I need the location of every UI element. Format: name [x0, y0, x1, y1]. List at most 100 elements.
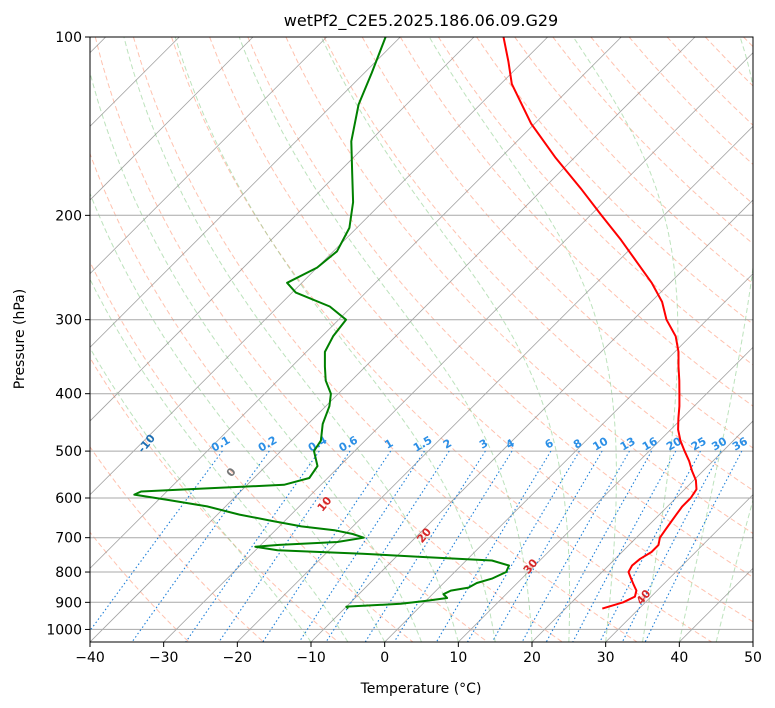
mixing-ratio-label: 6 — [543, 436, 556, 451]
mixing-ratio-line — [90, 450, 223, 632]
dry-adiabat-line — [132, 37, 638, 642]
chart-title: wetPf2_C2E5.2025.186.06.09.G29 — [284, 11, 558, 31]
mixing-ratio-line — [491, 450, 603, 642]
isotherm-line — [90, 37, 254, 201]
dry-adiabat-label: 30 — [521, 556, 541, 576]
y-tick-label: 300 — [55, 313, 82, 329]
series-lines — [133, 37, 698, 610]
isotherm-line — [384, 273, 753, 642]
dry-adiabat-line — [476, 37, 753, 325]
dewpoint-profile-line — [133, 37, 510, 610]
y-tick-label: 100 — [55, 30, 82, 46]
moist-adiabat-line — [572, 37, 679, 642]
dry-adiabat-line — [90, 356, 339, 642]
dry-adiabat-line — [90, 446, 264, 642]
dry-adiabat-line — [514, 37, 753, 285]
dry-adiabat-line — [743, 37, 753, 48]
dry-adiabat-line — [90, 152, 488, 642]
x-axis-label: Temperature (°C) — [360, 681, 482, 697]
dry-adiabat-line — [323, 37, 753, 491]
mixing-ratio-label: 2 — [441, 437, 454, 452]
isotherm-line — [90, 37, 475, 422]
mixing-ratio-line — [262, 450, 392, 642]
dry-adiabat-label: 20 — [414, 525, 434, 545]
moist-adiabat-line — [715, 497, 753, 642]
isotherm-line — [163, 52, 753, 642]
mixing-ratio-line — [218, 450, 351, 642]
temperature-profile-line — [502, 37, 698, 610]
background-lines — [90, 37, 753, 642]
isotherm-line — [90, 37, 548, 496]
dry-adiabat-label: -30 — [0, 366, 1, 390]
dry-adiabat-label: -10 — [135, 432, 158, 456]
x-tick-label: 0 — [380, 650, 389, 666]
x-axis: −40 −30 −20 −10 0 10 20 30 40 50 — [75, 642, 762, 666]
dry-adiabat-line — [90, 260, 414, 642]
y-tick-label: 600 — [55, 491, 82, 507]
isotherm-line — [90, 37, 696, 642]
dry-adiabat-line — [90, 531, 190, 642]
isotherm-line — [310, 199, 753, 642]
y-axis-label: Pressure (hPa) — [12, 289, 28, 389]
isotherm-line — [605, 494, 753, 642]
mixing-ratio-line — [644, 450, 743, 642]
moist-adiabat-line — [174, 37, 496, 642]
x-tick-label: −20 — [223, 650, 253, 666]
mixing-ratio-label: 1 — [382, 437, 395, 452]
mixing-ratio-line — [435, 450, 552, 642]
moist-adiabat-line — [90, 192, 386, 642]
dry-adiabat-line — [171, 37, 712, 642]
dry-adiabat-line — [94, 37, 563, 642]
plot-frame — [89, 36, 754, 643]
dry-adiabat-line — [247, 37, 753, 578]
mixing-ratio-line — [521, 450, 630, 642]
x-tick-label: 20 — [523, 650, 541, 666]
moist-adiabat-line — [238, 37, 533, 642]
moist-adiabat-line — [428, 37, 617, 642]
mixing-ratio-line — [393, 450, 513, 642]
isotherm-line — [531, 420, 753, 642]
dry-adiabat-line — [399, 37, 753, 407]
moist-adiabat-line — [90, 347, 312, 642]
y-tick-label: 900 — [55, 595, 82, 611]
mixing-ratio-line — [298, 450, 425, 642]
x-tick-label: 10 — [449, 650, 467, 666]
x-tick-label: −30 — [149, 650, 179, 666]
mixing-ratio-line — [545, 450, 653, 642]
y-tick-label: 200 — [55, 208, 82, 224]
mixing-ratio-line — [621, 450, 722, 642]
mixing-ratio-line — [467, 450, 580, 642]
isotherm-line — [90, 37, 622, 569]
x-tick-label: 50 — [744, 650, 762, 666]
y-tick-label: 400 — [55, 387, 82, 403]
y-tick-label: 800 — [55, 565, 82, 581]
dry-adiabat-line — [209, 37, 753, 623]
x-tick-label: 40 — [670, 650, 688, 666]
mixing-ratio-line — [572, 450, 677, 642]
mixing-ratio-label: 4 — [504, 436, 517, 451]
moist-adiabat-line — [678, 37, 753, 642]
moist-adiabat-line — [320, 37, 571, 642]
x-tick-label: 30 — [597, 650, 615, 666]
isotherm-line — [458, 346, 753, 642]
isotherm-line — [679, 567, 753, 642]
moist-adiabat-line — [123, 37, 459, 642]
y-tick-label: 700 — [55, 531, 82, 547]
mixing-ratio-line — [599, 450, 701, 642]
y-tick-label: 1000 — [46, 622, 82, 638]
mixing-ratio-line — [131, 450, 270, 642]
x-tick-label: −10 — [296, 650, 326, 666]
dry-adiabat-line — [666, 37, 753, 126]
moist-adiabat-line — [90, 70, 422, 642]
dry-adiabat-line — [590, 37, 753, 205]
isotherm-line — [90, 37, 327, 275]
isotherm-line — [752, 641, 753, 642]
y-tick-label: 500 — [55, 444, 82, 460]
plot-area: 0.10.20.40.611.52346810131620253036-100-… — [0, 37, 753, 642]
dry-adiabat-line — [437, 37, 753, 366]
isotherm-line — [90, 37, 401, 348]
mixing-ratio-line — [185, 450, 320, 642]
mixing-ratio-line — [325, 450, 450, 642]
dry-adiabat-line — [704, 37, 753, 87]
